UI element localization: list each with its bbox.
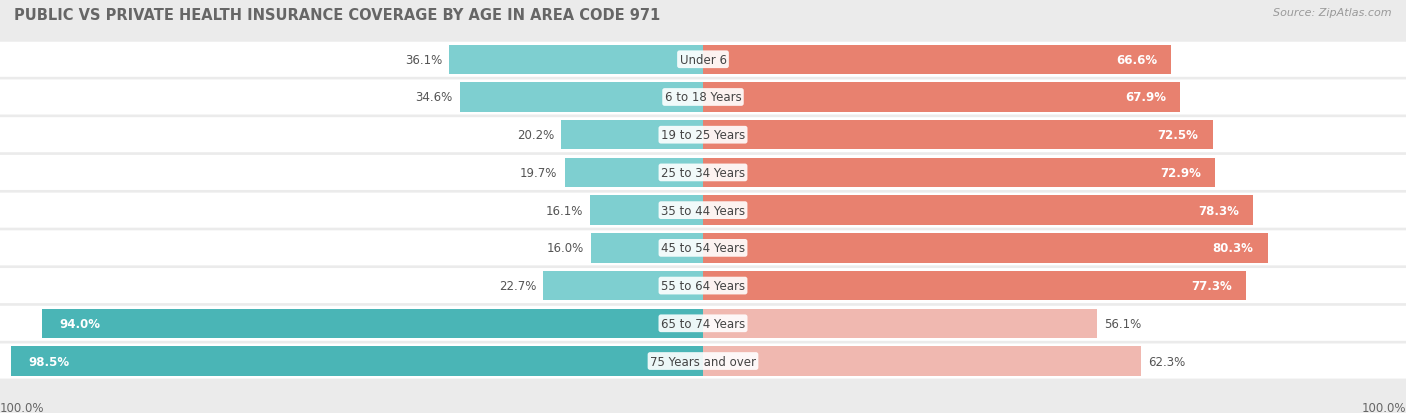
Bar xyxy=(703,347,1142,376)
FancyBboxPatch shape xyxy=(0,231,1406,266)
Text: 19.7%: 19.7% xyxy=(520,166,558,180)
Bar xyxy=(703,234,1268,263)
Bar xyxy=(561,121,703,150)
Text: 34.6%: 34.6% xyxy=(416,91,453,104)
Text: 100.0%: 100.0% xyxy=(1361,401,1406,413)
Text: 25 to 34 Years: 25 to 34 Years xyxy=(661,166,745,180)
Bar xyxy=(543,271,703,301)
Text: 16.1%: 16.1% xyxy=(546,204,583,217)
Text: Under 6: Under 6 xyxy=(679,54,727,66)
Text: 20.2%: 20.2% xyxy=(517,129,554,142)
Text: 65 to 74 Years: 65 to 74 Years xyxy=(661,317,745,330)
Text: 55 to 64 Years: 55 to 64 Years xyxy=(661,280,745,292)
Text: 35 to 44 Years: 35 to 44 Years xyxy=(661,204,745,217)
FancyBboxPatch shape xyxy=(0,306,1406,341)
Text: PUBLIC VS PRIVATE HEALTH INSURANCE COVERAGE BY AGE IN AREA CODE 971: PUBLIC VS PRIVATE HEALTH INSURANCE COVER… xyxy=(14,8,661,23)
Text: 98.5%: 98.5% xyxy=(28,355,69,368)
Text: 72.9%: 72.9% xyxy=(1160,166,1202,180)
Text: 75 Years and over: 75 Years and over xyxy=(650,355,756,368)
FancyBboxPatch shape xyxy=(0,268,1406,304)
Text: 22.7%: 22.7% xyxy=(499,280,537,292)
Text: 72.5%: 72.5% xyxy=(1157,129,1198,142)
Bar xyxy=(42,309,703,338)
Text: Source: ZipAtlas.com: Source: ZipAtlas.com xyxy=(1274,8,1392,18)
Text: 67.9%: 67.9% xyxy=(1125,91,1167,104)
FancyBboxPatch shape xyxy=(0,80,1406,115)
Bar xyxy=(703,271,1246,301)
FancyBboxPatch shape xyxy=(0,193,1406,228)
Text: 78.3%: 78.3% xyxy=(1198,204,1240,217)
Text: 62.3%: 62.3% xyxy=(1147,355,1185,368)
FancyBboxPatch shape xyxy=(0,118,1406,153)
Bar xyxy=(703,158,1215,188)
Text: 16.0%: 16.0% xyxy=(547,242,583,255)
FancyBboxPatch shape xyxy=(0,344,1406,379)
Bar xyxy=(703,121,1212,150)
Text: 94.0%: 94.0% xyxy=(59,317,101,330)
Bar xyxy=(565,158,703,188)
Bar xyxy=(460,83,703,112)
Text: 80.3%: 80.3% xyxy=(1212,242,1254,255)
Text: 77.3%: 77.3% xyxy=(1192,280,1232,292)
Bar xyxy=(703,196,1254,225)
Text: 6 to 18 Years: 6 to 18 Years xyxy=(665,91,741,104)
Text: 100.0%: 100.0% xyxy=(0,401,45,413)
Text: 19 to 25 Years: 19 to 25 Years xyxy=(661,129,745,142)
Bar xyxy=(591,234,703,263)
Text: 66.6%: 66.6% xyxy=(1116,54,1157,66)
Text: 56.1%: 56.1% xyxy=(1105,317,1142,330)
FancyBboxPatch shape xyxy=(0,156,1406,190)
Bar xyxy=(450,45,703,75)
Bar xyxy=(703,83,1181,112)
Bar xyxy=(703,45,1171,75)
Bar xyxy=(591,196,703,225)
Bar xyxy=(703,309,1098,338)
FancyBboxPatch shape xyxy=(0,43,1406,78)
Text: 45 to 54 Years: 45 to 54 Years xyxy=(661,242,745,255)
Text: 36.1%: 36.1% xyxy=(405,54,441,66)
Bar xyxy=(10,347,703,376)
